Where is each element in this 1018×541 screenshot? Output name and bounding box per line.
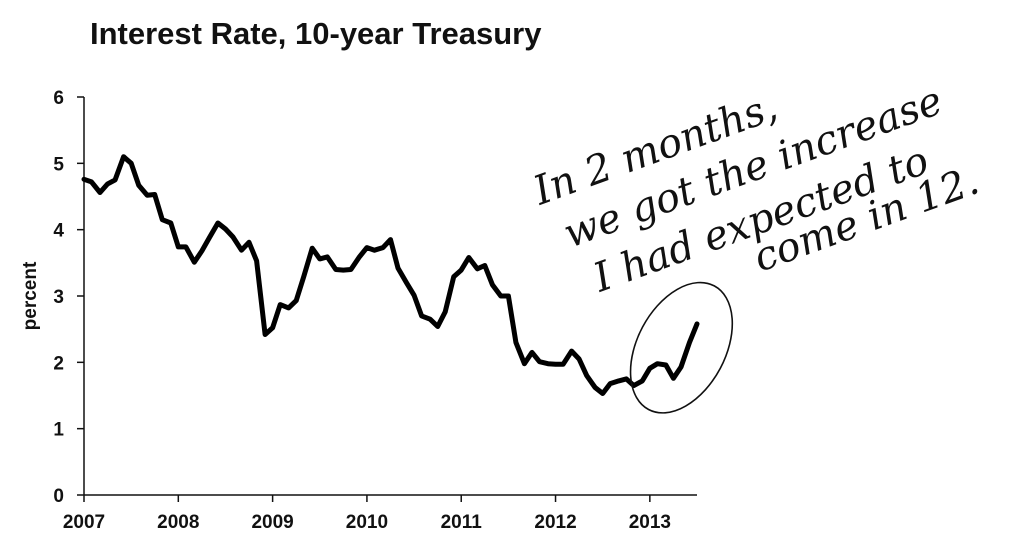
x-tick-label: 2009 [251, 512, 293, 533]
plot-area [81, 154, 700, 396]
y-tick-label: 6 [53, 88, 64, 109]
annotation-circle [629, 281, 734, 414]
y-tick-label: 4 [53, 221, 64, 242]
x-tick-label: 2008 [157, 512, 199, 533]
x-tick-label: 2012 [534, 512, 576, 533]
y-tick-label: 5 [53, 154, 64, 175]
x-tick-label: 2010 [346, 512, 388, 533]
x-tick-label: 2011 [441, 512, 483, 533]
y-tick-label: 1 [53, 420, 64, 441]
chart-title: Interest Rate, 10-year Treasury [90, 16, 542, 51]
x-tick-label: 2013 [629, 512, 671, 533]
y-tick-label: 3 [53, 287, 64, 308]
series-line-0 [81, 154, 700, 396]
y-tick-label: 0 [53, 486, 64, 507]
y-tick-label: 2 [53, 353, 64, 374]
axes: 0 1 2 3 4 5 6 2007 2008 2009 2010 2011 2012 2013 perce… [20, 88, 697, 533]
x-tick-label: 2007 [63, 512, 105, 533]
y-axis-label: percent [20, 261, 41, 330]
